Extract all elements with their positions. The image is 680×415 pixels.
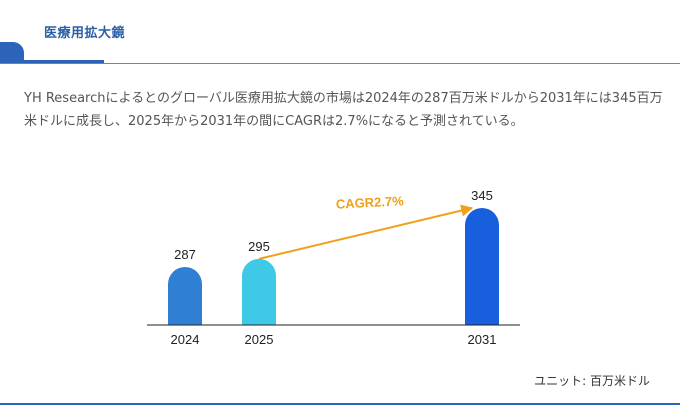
unit-label: ユニット: 百万米ドル bbox=[534, 374, 650, 388]
market-description: YH Researchによるとのグローバル医療用拡大鏡の市場は2024年の287… bbox=[24, 91, 663, 129]
category-label-2031: 2031 bbox=[468, 332, 497, 347]
header-accent-strip bbox=[0, 60, 104, 64]
header-title: 医療用拡大鏡 bbox=[44, 26, 126, 41]
header-tab-marker bbox=[0, 42, 24, 63]
cagr-annotation: CAGR2.7% bbox=[335, 193, 404, 212]
bar-2025 bbox=[242, 258, 276, 325]
value-label-2025: 295 bbox=[248, 239, 270, 254]
category-label-2025: 2025 bbox=[245, 332, 274, 347]
value-label-2024: 287 bbox=[174, 247, 196, 262]
value-label-2031: 345 bbox=[471, 188, 493, 203]
bar-2024 bbox=[168, 267, 202, 325]
cagr-arrow bbox=[258, 204, 474, 260]
footer-divider bbox=[0, 403, 680, 405]
bar-2031 bbox=[465, 208, 499, 325]
header-divider bbox=[0, 63, 680, 64]
category-label-2024: 2024 bbox=[171, 332, 200, 347]
